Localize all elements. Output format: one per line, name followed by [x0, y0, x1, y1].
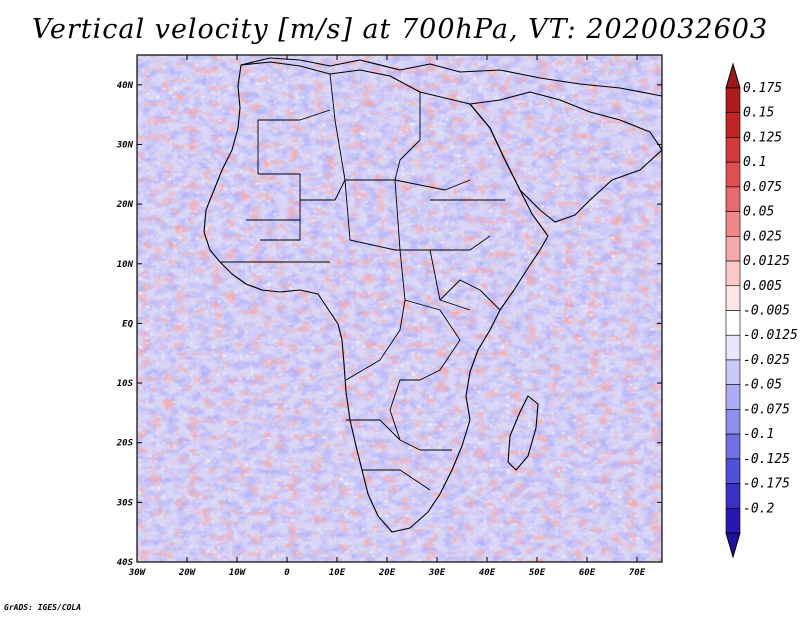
- grads-credit: GrADS: IGES/COLA: [4, 603, 82, 612]
- colorbar-label: 0.175: [743, 81, 782, 96]
- country-boundaries: [203, 57, 662, 533]
- colorbar-top-extend: [725, 62, 741, 89]
- colorbar-label: -0.1: [743, 427, 774, 442]
- lat-tick-label: 10N: [117, 260, 134, 270]
- colorbar-label: 0.075: [743, 180, 782, 195]
- madagascar-coastline: [507, 395, 539, 471]
- colorbar-label: 0.0125: [743, 254, 790, 269]
- velocity-field: [137, 55, 662, 562]
- lat-tick-label: 10S: [117, 379, 134, 389]
- colorbar-swatch: [725, 507, 741, 534]
- lon-tick-label: 60E: [579, 568, 596, 578]
- colorbar-swatch: [725, 186, 741, 212]
- lat-tick-label: 20N: [116, 200, 134, 210]
- tick-marks: [136, 55, 662, 563]
- colorbar-label: 0.005: [743, 279, 782, 294]
- colorbar-swatch: [725, 112, 741, 138]
- colorbar-swatch: [725, 334, 741, 361]
- arabia-coastline: [469, 91, 662, 223]
- colorbar-swatch: [725, 137, 741, 163]
- lon-tick-label: 30E: [428, 568, 446, 578]
- colorbar-label: -0.05: [743, 378, 782, 393]
- colorbar-swatch: [725, 260, 741, 287]
- colorbar-swatch: [725, 161, 741, 188]
- colorbar-swatch: [725, 87, 741, 114]
- colorbar-bottom-extend: [725, 532, 741, 559]
- colorbar-label: 0.1: [743, 155, 766, 170]
- lat-tick-label: 20S: [116, 439, 134, 449]
- lon-tick-label: 10E: [329, 568, 346, 578]
- lon-tick-label: 0: [284, 568, 290, 578]
- lon-tick-label: 70E: [629, 568, 646, 578]
- lon-tick-label: 50E: [529, 568, 546, 578]
- plot-frame: [136, 54, 663, 563]
- colorbar-swatch: [725, 433, 741, 460]
- colorbar-label: 0.15: [743, 106, 774, 121]
- map-title: Vertical velocity [m/s] at 700hPa, VT: 2…: [31, 14, 769, 45]
- colorbar-swatch: [725, 483, 741, 509]
- lon-tick-label: 20E: [378, 568, 396, 578]
- colorbar-swatch: [725, 211, 741, 237]
- lon-tick-label: 30W: [128, 568, 147, 578]
- colorbar-label: 0.025: [743, 229, 782, 244]
- colorbar-label: -0.025: [743, 353, 790, 368]
- colorbar-label: -0.175: [743, 477, 790, 492]
- inner-boundaries: [220, 73, 505, 491]
- colorbar-swatch: [725, 236, 741, 262]
- lat-tick-label: 40N: [117, 81, 134, 91]
- colorbar-swatch: [725, 310, 741, 336]
- colorbar-label: -0.2: [743, 501, 774, 516]
- colorbar-label: 0.05: [743, 205, 774, 220]
- lat-tick-label: 30S: [116, 498, 134, 508]
- colorbar-label: -0.125: [743, 452, 790, 467]
- colorbar-swatch: [725, 458, 741, 484]
- colorbar-label: -0.005: [743, 304, 790, 319]
- lat-tick-label: 40S: [117, 558, 134, 568]
- lon-tick-label: 40E: [479, 568, 496, 578]
- lat-tick-label: 30N: [116, 140, 134, 150]
- field-fine-noise: [137, 55, 662, 562]
- lon-tick-label: 20W: [178, 568, 197, 578]
- colorbar-label: -0.0125: [743, 328, 798, 343]
- colorbar-label: 0.125: [743, 130, 782, 145]
- colorbar-label: -0.075: [743, 402, 790, 417]
- colorbar-swatch: [725, 359, 741, 385]
- colorbar-swatch: [725, 409, 741, 435]
- colorbar-swatch: [725, 285, 741, 311]
- lat-tick-label: EQ: [122, 319, 133, 329]
- europe-coastline: [240, 57, 662, 97]
- lon-tick-label: 10W: [229, 568, 247, 578]
- colorbar-swatch: [725, 384, 741, 410]
- colorbar: 0.175 0.15 0.125 0.1 0.075 0.05 0.025 0.0125 0.0…: [725, 62, 798, 559]
